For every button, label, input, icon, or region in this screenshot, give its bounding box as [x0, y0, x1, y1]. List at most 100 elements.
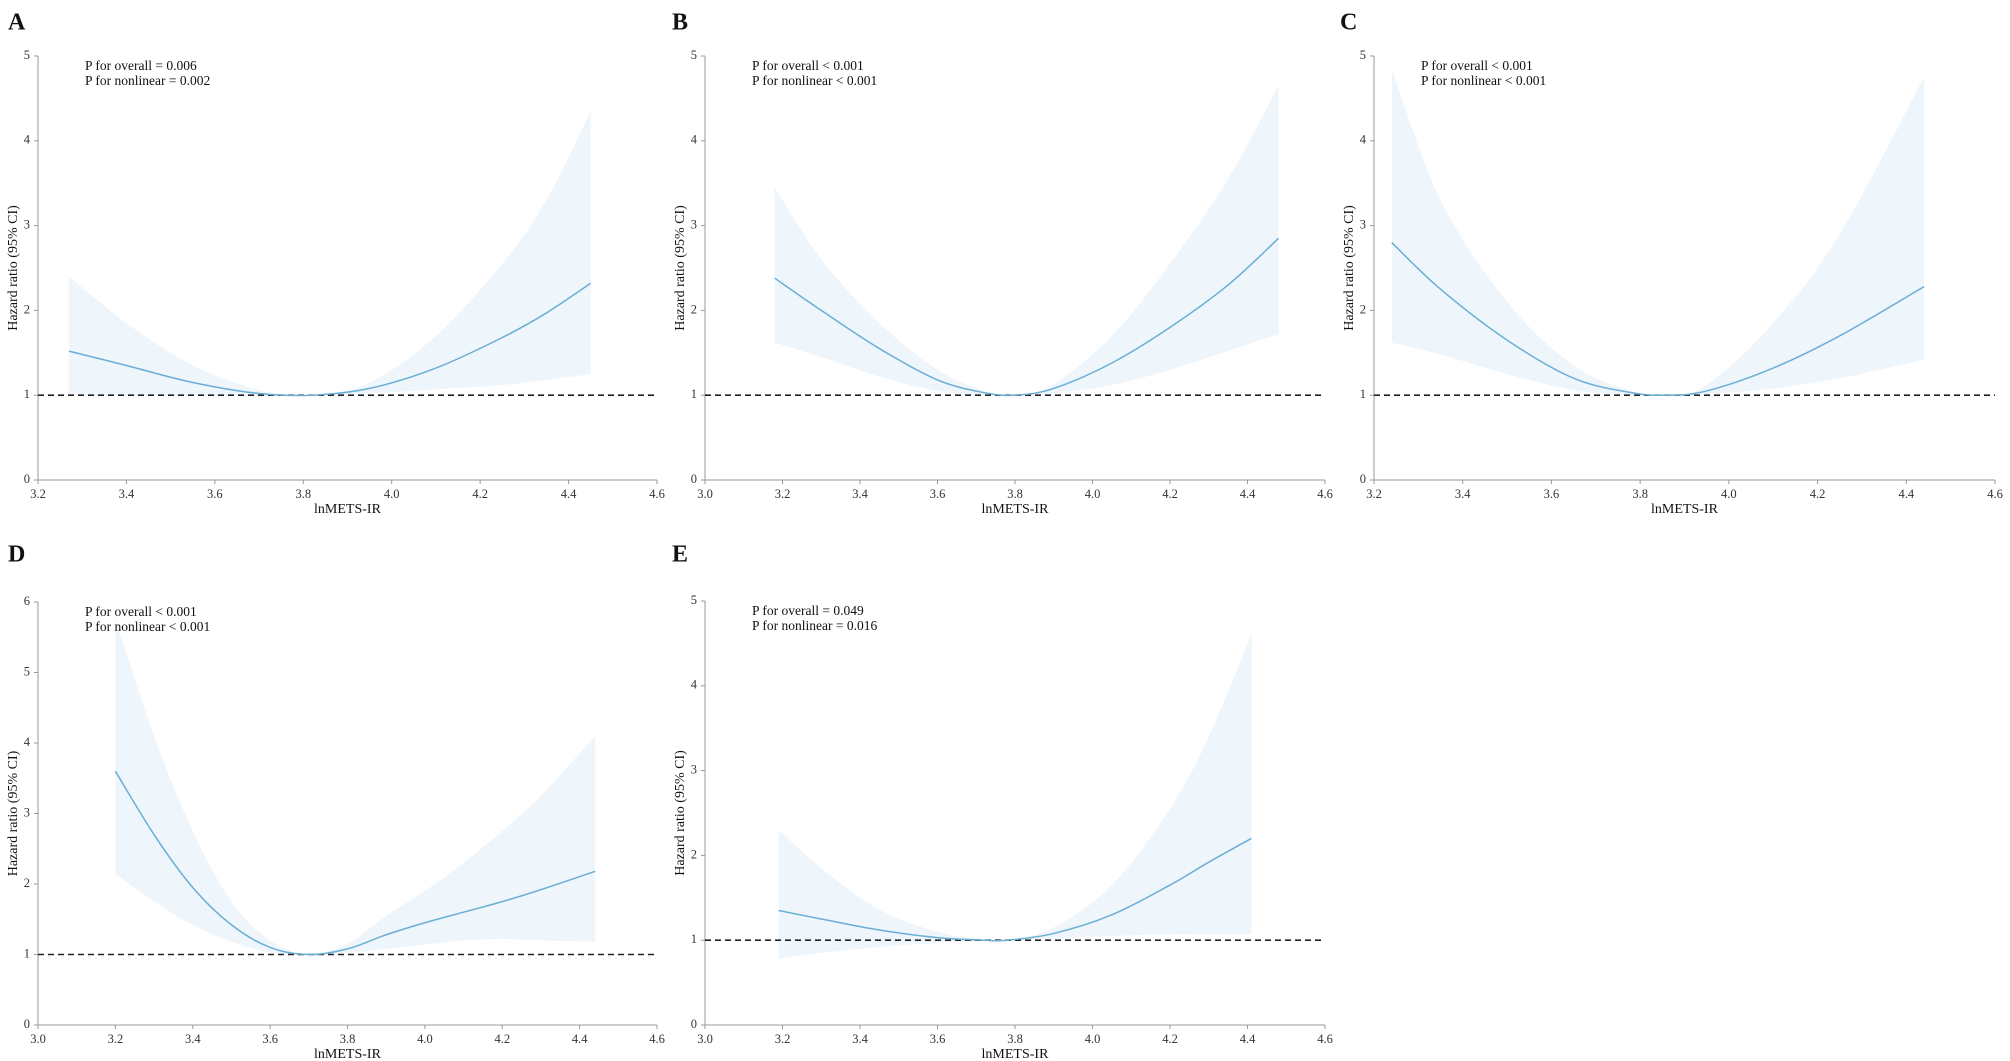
x-tick-label: 3.8 [1632, 487, 1648, 501]
x-tick-label: 4.0 [384, 487, 400, 501]
x-tick-label: 4.0 [1721, 487, 1737, 501]
p-value-annotation: P for nonlinear < 0.001 [1421, 73, 1546, 88]
panel-e: E 0 1 2 3 4 5 3.0 3.2 3.4 3.6 3.8 4.0 4.2 4.4 4.6 P for … [672, 542, 1333, 1061]
y-tick-label: 1 [691, 932, 697, 946]
x-tick-label: 3.6 [207, 487, 223, 501]
y-tick-label: 3 [691, 762, 697, 776]
x-tick-label: 4.2 [472, 487, 488, 501]
y-axis-label: Hazard ratio (95% CI) [6, 205, 21, 331]
panel-b: B 0 1 2 3 4 5 3.0 3.2 3.4 3.6 3.8 4.0 4.2 4.4 4.6 P for … [672, 10, 1333, 518]
p-value-annotation: P for nonlinear < 0.001 [752, 73, 877, 88]
ci-band [1391, 68, 1925, 396]
x-tick-label: 4.2 [494, 1032, 510, 1046]
panel-a: A 0 1 2 3 4 5 3.2 3.4 3.6 3.8 4.0 4.2 4.4 4.6 P for ove… [6, 10, 665, 518]
y-tick-label: 2 [24, 302, 30, 316]
x-tick-label: 3.8 [295, 487, 311, 501]
y-tick-label: 2 [1360, 302, 1366, 316]
x-tick-label: 4.6 [649, 1032, 665, 1046]
x-axis-label: lnMETS-IR [982, 1047, 1050, 1061]
y-tick-label: 6 [24, 594, 30, 608]
x-tick-label: 4.6 [1317, 1032, 1333, 1046]
y-tick-label: 5 [691, 593, 697, 607]
panel-d: D 0 1 2 3 4 5 6 3.0 3.2 3.4 3.6 3.8 4.0 4.2 4.4 4.6 P for… [6, 542, 665, 1061]
x-tick-label: 4.2 [1810, 487, 1826, 501]
x-tick-label: 3.2 [30, 487, 46, 501]
panel-letter: E [672, 542, 688, 568]
y-tick-label: 5 [24, 664, 30, 678]
y-tick-label: 1 [24, 946, 30, 960]
x-axis-label: lnMETS-IR [314, 502, 382, 517]
x-tick-label: 4.4 [1898, 487, 1914, 501]
y-tick-label: 0 [691, 1017, 697, 1031]
panel-letter: D [8, 542, 25, 568]
p-value-annotation: P for overall = 0.006 [85, 58, 197, 73]
x-tick-label: 3.6 [930, 487, 946, 501]
x-tick-label: 4.4 [1240, 1032, 1256, 1046]
x-tick-label: 4.6 [649, 487, 665, 501]
panel-letter: A [8, 10, 26, 36]
x-tick-label: 3.8 [1007, 1032, 1023, 1046]
x-tick-label: 3.0 [697, 487, 713, 501]
x-tick-label: 3.4 [119, 487, 135, 501]
x-tick-label: 4.2 [1162, 487, 1178, 501]
x-tick-label: 3.4 [185, 1032, 201, 1046]
hazard-ratio-curve [114, 770, 596, 956]
y-tick-label: 0 [24, 472, 30, 486]
y-tick-label: 4 [1360, 133, 1367, 147]
y-tick-label: 3 [691, 217, 697, 231]
x-tick-label: 4.2 [1162, 1032, 1178, 1046]
x-tick-label: 4.0 [1085, 487, 1101, 501]
x-tick-label: 3.2 [775, 1032, 791, 1046]
ci-band [115, 619, 596, 955]
x-tick-label: 3.8 [340, 1032, 356, 1046]
x-axis-label: lnMETS-IR [314, 1047, 382, 1061]
y-tick-label: 0 [24, 1017, 30, 1031]
y-axis-label: Hazard ratio (95% CI) [673, 750, 688, 876]
y-tick-label: 1 [1360, 387, 1366, 401]
y-axis-label: Hazard ratio (95% CI) [673, 205, 688, 331]
ci-band [774, 85, 1279, 396]
ci-band [778, 634, 1252, 959]
y-tick-label: 4 [691, 133, 698, 147]
x-tick-label: 4.4 [572, 1032, 588, 1046]
y-tick-label: 2 [24, 876, 30, 890]
x-tick-label: 3.2 [775, 487, 791, 501]
y-tick-label: 3 [24, 217, 30, 231]
p-value-annotation: P for overall < 0.001 [85, 604, 197, 619]
y-tick-label: 0 [1360, 472, 1366, 486]
x-tick-label: 4.0 [417, 1032, 433, 1046]
x-axis-label: lnMETS-IR [1651, 502, 1719, 517]
y-tick-label: 1 [691, 387, 697, 401]
p-value-annotation: P for nonlinear = 0.016 [752, 618, 877, 633]
x-tick-label: 4.0 [1085, 1032, 1101, 1046]
x-tick-label: 3.4 [852, 1032, 868, 1046]
x-tick-label: 3.6 [1544, 487, 1560, 501]
x-tick-label: 4.4 [1240, 487, 1256, 501]
y-tick-label: 4 [24, 735, 31, 749]
y-tick-label: 5 [24, 48, 30, 62]
x-tick-label: 4.6 [1987, 487, 2003, 501]
p-value-annotation: P for overall < 0.001 [1421, 58, 1533, 73]
panel-c: C 0 1 2 3 4 5 3.2 3.4 3.6 3.8 4.0 4.2 4.4 4.6 P for ove… [1340, 10, 2003, 518]
y-tick-label: 5 [691, 48, 697, 62]
x-tick-label: 3.2 [1366, 487, 1382, 501]
x-tick-label: 4.6 [1317, 487, 1333, 501]
x-tick-label: 3.0 [30, 1032, 46, 1046]
y-axis-label: Hazard ratio (95% CI) [1342, 205, 1357, 331]
p-value-annotation: P for nonlinear = 0.002 [85, 73, 210, 88]
x-tick-label: 3.2 [108, 1032, 124, 1046]
p-value-annotation: P for overall < 0.001 [752, 58, 864, 73]
p-value-annotation: P for overall = 0.049 [752, 603, 864, 618]
y-tick-label: 2 [691, 847, 697, 861]
y-tick-label: 5 [1360, 48, 1366, 62]
x-tick-label: 3.6 [930, 1032, 946, 1046]
y-tick-label: 1 [24, 387, 30, 401]
panel-letter: C [1340, 10, 1357, 36]
panel-letter: B [672, 10, 688, 36]
x-tick-label: 4.4 [561, 487, 577, 501]
ci-band [68, 111, 591, 397]
x-tick-label: 3.8 [1007, 487, 1023, 501]
y-tick-label: 4 [691, 678, 698, 692]
y-tick-label: 3 [24, 805, 30, 819]
